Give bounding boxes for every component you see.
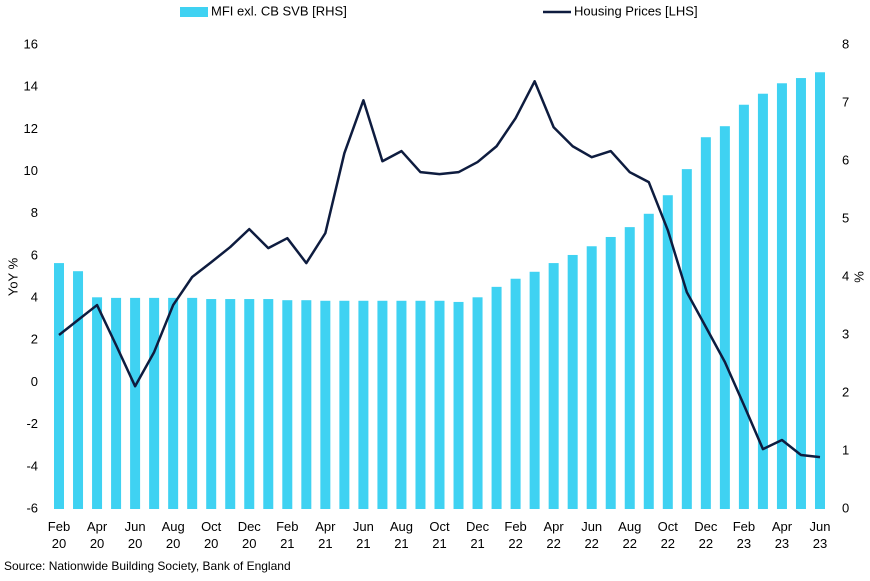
- bar: [472, 297, 483, 509]
- y-tick-label: -4: [26, 458, 38, 473]
- x-tick-label: Apr 23: [771, 519, 793, 551]
- legend-label: Housing Prices [LHS]: [574, 3, 698, 18]
- bar: [377, 300, 388, 509]
- bar: [244, 299, 255, 509]
- bar: [738, 104, 749, 510]
- bar: [282, 300, 293, 509]
- y-tick-label: 4: [31, 290, 38, 305]
- bar: [795, 78, 806, 509]
- x-tick-label: Apr 22: [543, 519, 564, 551]
- x-tick-label: Jun 23: [809, 519, 831, 551]
- y2-tick-label: 5: [842, 210, 849, 225]
- y-tick-label: -6: [26, 500, 38, 515]
- y2-tick-label: 6: [842, 152, 849, 167]
- y2-tick-label: 0: [842, 500, 849, 515]
- bar: [776, 83, 787, 509]
- legend-swatch: [180, 7, 208, 17]
- bar: [320, 300, 331, 509]
- bar: [586, 246, 597, 509]
- bar: [263, 299, 274, 509]
- y2-tick-label: 2: [842, 384, 849, 399]
- bar: [643, 213, 654, 509]
- bar: [187, 297, 198, 509]
- bar: [206, 299, 217, 509]
- y2-tick-label: 3: [842, 326, 849, 341]
- x-tick-label: Jun 22: [581, 519, 603, 551]
- bar: [130, 297, 141, 509]
- bar: [624, 227, 635, 509]
- bar: [700, 137, 711, 509]
- bar: [225, 299, 236, 509]
- y2-tick-label: 8: [842, 36, 849, 51]
- bar: [149, 297, 160, 509]
- bar: [510, 278, 521, 509]
- x-tick-label: Dec 20: [237, 519, 261, 551]
- bar: [415, 300, 426, 509]
- x-tick-label: Apr 20: [86, 519, 108, 551]
- bar: [453, 301, 464, 509]
- y2-axis-label: %: [851, 271, 866, 283]
- x-tick-label: Feb 21: [276, 519, 299, 551]
- x-tick-label: Dec 21: [465, 519, 490, 551]
- bar: [491, 286, 502, 509]
- bar: [662, 195, 673, 509]
- x-tick-label: Oct 21: [429, 519, 450, 551]
- legend-label: MFI exl. CB SVB [RHS]: [211, 3, 347, 18]
- bar: [719, 126, 730, 509]
- bar: [757, 93, 768, 509]
- y-tick-label: 6: [31, 247, 38, 262]
- x-tick-label: Jun 21: [352, 519, 374, 551]
- y-tick-label: 16: [24, 36, 38, 51]
- y-tick-label: 12: [24, 121, 38, 136]
- y2-tick-label: 4: [842, 268, 849, 283]
- x-tick-label: Feb 22: [504, 519, 527, 551]
- bar: [168, 297, 179, 509]
- bar: [548, 263, 559, 509]
- bar: [73, 271, 84, 509]
- x-tick-label: Feb 20: [47, 519, 71, 551]
- bar: [434, 300, 445, 509]
- bar: [339, 300, 350, 509]
- bar: [301, 300, 312, 509]
- bar: [358, 300, 369, 509]
- bar: [605, 236, 616, 510]
- x-tick-label: Aug 22: [618, 519, 642, 551]
- y-tick-label: 2: [31, 332, 38, 347]
- y2-tick-label: 1: [842, 442, 849, 457]
- y-tick-label: 10: [24, 163, 38, 178]
- bar: [54, 263, 64, 509]
- bar: [567, 254, 578, 509]
- x-tick-label: Dec 22: [694, 519, 718, 551]
- y-axis-label: YoY %: [5, 257, 20, 296]
- bar: [815, 72, 825, 509]
- line: [58, 80, 821, 459]
- y-tick-label: 14: [24, 79, 38, 94]
- y2-tick-label: 7: [842, 94, 849, 109]
- bar: [396, 300, 407, 509]
- bar: [111, 297, 122, 509]
- x-tick-label: Oct 22: [657, 519, 678, 551]
- y-tick-label: -2: [26, 416, 38, 431]
- bar: [681, 169, 692, 509]
- bar: [92, 297, 103, 509]
- y-tick-label: 8: [31, 205, 38, 220]
- x-tick-label: Feb 23: [732, 519, 756, 551]
- x-tick-label: Aug 20: [161, 519, 185, 551]
- x-tick-label: Apr 21: [315, 519, 336, 551]
- y-tick-label: 0: [31, 374, 38, 389]
- source: Source: Nationwide Building Society, Ban…: [4, 559, 291, 573]
- x-tick-label: Jun 20: [124, 519, 146, 551]
- x-tick-label: Aug 21: [389, 519, 413, 551]
- x-tick-label: Oct 20: [201, 519, 222, 551]
- bar: [529, 271, 540, 509]
